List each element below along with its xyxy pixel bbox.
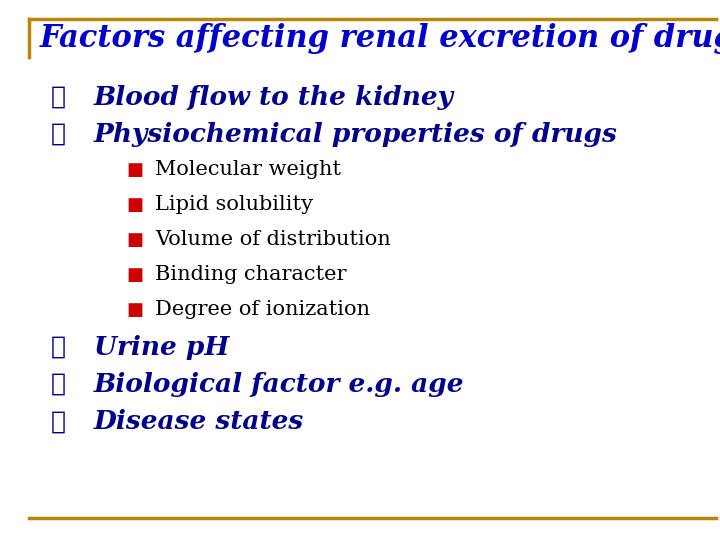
Text: ➤: ➤ xyxy=(50,373,66,396)
Text: ➤: ➤ xyxy=(50,123,66,146)
Text: Biological factor e.g. age: Biological factor e.g. age xyxy=(94,372,464,397)
Text: ■: ■ xyxy=(126,231,143,249)
Text: Degree of ionization: Degree of ionization xyxy=(155,300,370,320)
Text: ■: ■ xyxy=(126,160,143,179)
Text: ➤: ➤ xyxy=(50,410,66,433)
Text: ■: ■ xyxy=(126,266,143,284)
Text: Physiochemical properties of drugs: Physiochemical properties of drugs xyxy=(94,122,618,147)
Text: ■: ■ xyxy=(126,195,143,214)
Text: ➤: ➤ xyxy=(50,336,66,359)
Text: Disease states: Disease states xyxy=(94,409,304,434)
Text: Lipid solubility: Lipid solubility xyxy=(155,195,313,214)
Text: Molecular weight: Molecular weight xyxy=(155,160,341,179)
Text: Factors affecting renal excretion of drugs: Factors affecting renal excretion of dru… xyxy=(40,23,720,55)
Text: Urine pH: Urine pH xyxy=(94,335,229,360)
Text: Volume of distribution: Volume of distribution xyxy=(155,230,390,249)
Text: Blood flow to the kidney: Blood flow to the kidney xyxy=(94,85,454,110)
Text: Binding character: Binding character xyxy=(155,265,346,285)
Text: ➤: ➤ xyxy=(50,86,66,109)
Text: ■: ■ xyxy=(126,301,143,319)
